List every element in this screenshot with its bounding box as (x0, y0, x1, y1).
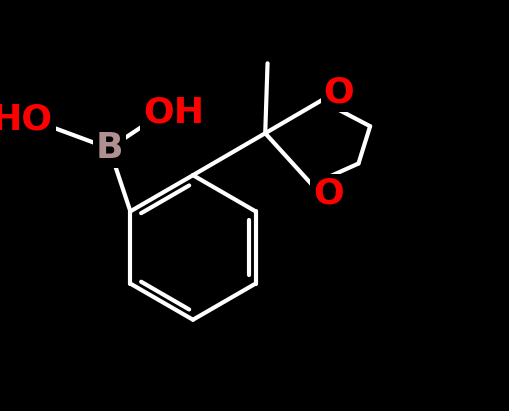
Text: OH: OH (143, 95, 204, 129)
Text: O: O (323, 75, 354, 109)
Text: O: O (312, 177, 343, 211)
Text: B: B (96, 132, 123, 165)
Text: HO: HO (0, 102, 52, 136)
